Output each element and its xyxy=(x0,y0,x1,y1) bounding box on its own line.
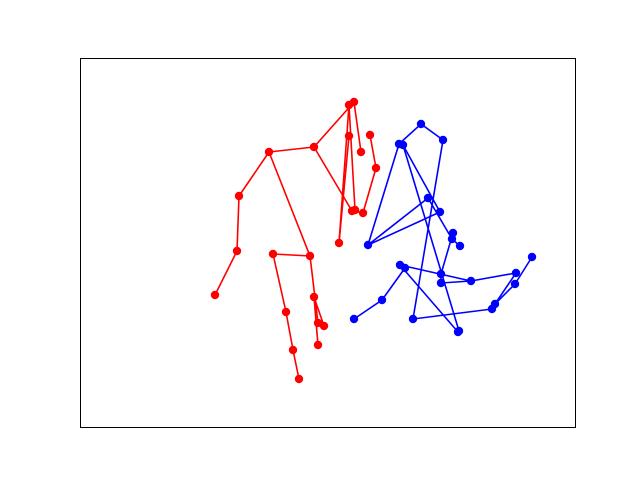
plot-area-frame xyxy=(80,58,576,428)
series-1-segment-14 xyxy=(338,135,350,244)
series-1-point-4 xyxy=(264,147,274,157)
series-1-segment-4 xyxy=(268,146,315,153)
series-1-point-19 xyxy=(288,345,298,355)
series-1-point-5 xyxy=(309,142,319,152)
series-2-point-3 xyxy=(363,240,373,250)
series-1-segment-20 xyxy=(309,255,319,324)
series-2-segment-13 xyxy=(398,123,422,145)
series-2-segment-23 xyxy=(402,144,441,213)
series-1-point-13 xyxy=(334,238,344,248)
series-1-point-2 xyxy=(232,246,242,256)
series-1-segment-7 xyxy=(362,167,377,214)
series-1-segment-13 xyxy=(348,104,356,211)
series-2-point-12 xyxy=(408,314,418,324)
series-1-segment-9 xyxy=(313,101,355,148)
series-2-point-21 xyxy=(395,260,405,270)
series-1-segment-19 xyxy=(292,349,300,380)
series-1-segment-8 xyxy=(369,134,377,169)
series-2-point-10 xyxy=(448,228,458,238)
series-1-segment-18 xyxy=(285,311,294,351)
series-2-point-1 xyxy=(349,314,359,324)
series-2-segment-20 xyxy=(494,272,517,305)
series-2-point-18 xyxy=(466,276,476,286)
series-2-segment-26 xyxy=(399,264,459,333)
series-2-segment-2 xyxy=(381,267,406,301)
series-1-point-23 xyxy=(309,292,319,302)
series-1-segment-5 xyxy=(313,146,353,212)
series-1-point-22 xyxy=(319,321,329,331)
series-2-segment-4 xyxy=(399,264,472,282)
series-2-segment-24 xyxy=(402,144,460,332)
series-1-segment-1 xyxy=(214,250,238,296)
series-2-point-14 xyxy=(490,299,500,309)
series-1-segment-16 xyxy=(272,253,311,257)
series-1-point-7 xyxy=(358,208,368,218)
series-1-point-11 xyxy=(356,147,366,157)
series-2-segment-5 xyxy=(440,280,472,284)
series-2-point-25 xyxy=(453,327,463,337)
series-1-point-20 xyxy=(294,374,304,384)
series-2-point-2 xyxy=(377,295,387,305)
series-1-segment-10 xyxy=(353,101,362,153)
series-2-segment-21 xyxy=(470,272,517,282)
series-1-segment-17 xyxy=(272,253,287,313)
series-1-point-1 xyxy=(210,290,220,300)
series-2 xyxy=(349,119,537,337)
series-1-point-3 xyxy=(234,191,244,201)
series-1-point-16 xyxy=(305,251,315,261)
series-1-segment-3 xyxy=(238,151,270,197)
series-2-segment-12 xyxy=(367,143,400,246)
series-2-point-22 xyxy=(435,207,445,217)
series-1-point-9 xyxy=(365,130,375,140)
series-2-point-11 xyxy=(436,269,446,279)
series-1-segment-2 xyxy=(236,195,240,252)
series-1-point-14 xyxy=(350,205,360,215)
series-2-segment-18 xyxy=(494,283,516,305)
series-1-point-12 xyxy=(344,100,354,110)
series-2-point-16 xyxy=(527,252,537,262)
series-1 xyxy=(210,97,381,384)
series-2-point-6 xyxy=(438,135,448,145)
series-2-point-23 xyxy=(398,140,408,150)
series-2-point-5 xyxy=(416,119,426,129)
series-2-point-19 xyxy=(436,278,446,288)
series-1-point-17 xyxy=(268,249,278,259)
series-2-point-9 xyxy=(455,241,465,251)
series-2-segment-14 xyxy=(420,123,444,141)
series-2-point-15 xyxy=(510,279,520,289)
series-2-segment-16 xyxy=(412,308,493,320)
series-1-point-18 xyxy=(281,307,291,317)
series-1-point-15 xyxy=(344,131,354,141)
series-2-point-17 xyxy=(511,268,521,278)
series-1-segment-15 xyxy=(268,151,311,257)
series-1-point-8 xyxy=(371,163,381,173)
series-1-point-24 xyxy=(313,340,323,350)
series-layer xyxy=(210,97,537,384)
series-2-segment-11 xyxy=(367,197,429,246)
series-1-segment-22 xyxy=(313,296,325,327)
series-2-point-7 xyxy=(423,193,433,203)
series-2-segment-19 xyxy=(514,256,533,285)
series-2-segment-1 xyxy=(353,299,383,320)
series-2-segment-22 xyxy=(367,211,441,246)
